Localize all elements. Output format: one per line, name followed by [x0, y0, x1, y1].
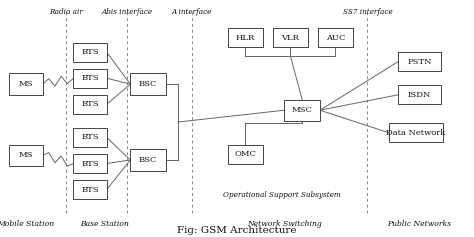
Text: SS7 interface: SS7 interface	[343, 8, 392, 16]
Text: VLR: VLR	[282, 34, 299, 42]
Text: Operational Support Subsystem: Operational Support Subsystem	[223, 191, 341, 199]
Bar	[130, 73, 166, 95]
Text: BTS: BTS	[81, 186, 99, 194]
Text: BTS: BTS	[81, 133, 99, 141]
Text: BSC: BSC	[139, 156, 157, 164]
Text: OMC: OMC	[234, 150, 256, 158]
Text: Public Networks: Public Networks	[387, 220, 452, 228]
Text: AUC: AUC	[326, 34, 345, 42]
Text: PSTN: PSTN	[407, 58, 432, 66]
Bar	[130, 149, 166, 171]
Text: Network Switching: Network Switching	[247, 220, 322, 228]
Text: MS: MS	[19, 80, 33, 88]
Bar	[389, 123, 443, 142]
Text: ISDN: ISDN	[408, 91, 431, 99]
Bar	[9, 145, 43, 166]
Text: Data Network: Data Network	[386, 129, 446, 137]
Text: Mobile Station: Mobile Station	[0, 220, 55, 228]
Bar	[73, 180, 107, 199]
Text: HLR: HLR	[236, 34, 255, 42]
Text: Base Station: Base Station	[80, 220, 129, 228]
Bar	[9, 73, 43, 95]
Bar	[73, 69, 107, 88]
Text: BTS: BTS	[81, 74, 99, 82]
Bar	[228, 28, 263, 47]
Text: MSC: MSC	[292, 106, 313, 114]
Text: BTS: BTS	[81, 100, 99, 108]
Bar	[398, 52, 441, 71]
Text: BSC: BSC	[139, 80, 157, 88]
Bar	[228, 145, 263, 164]
Bar	[273, 28, 308, 47]
Bar	[318, 28, 353, 47]
Text: BTS: BTS	[81, 160, 99, 168]
Text: Fig: GSM Architecture: Fig: GSM Architecture	[177, 226, 297, 235]
Bar	[73, 128, 107, 147]
Text: Abis interface: Abis interface	[101, 8, 153, 16]
Bar	[398, 85, 441, 104]
Bar	[73, 154, 107, 173]
Bar	[284, 100, 320, 121]
Text: Radio air: Radio air	[49, 8, 83, 16]
Text: MS: MS	[19, 151, 33, 159]
Bar	[73, 43, 107, 62]
Text: A interface: A interface	[172, 8, 212, 16]
Bar	[73, 95, 107, 114]
Text: BTS: BTS	[81, 48, 99, 56]
